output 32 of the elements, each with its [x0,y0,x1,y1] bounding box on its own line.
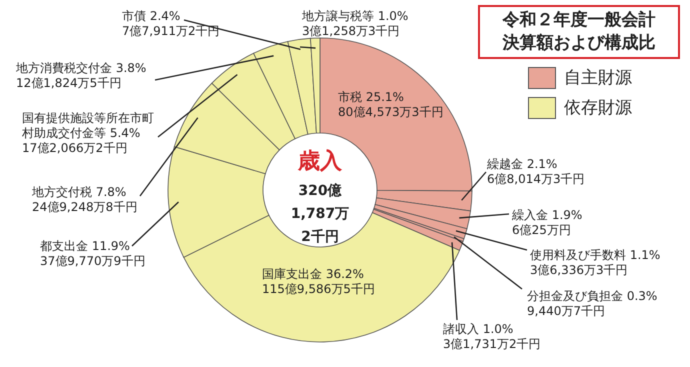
slice-label: 国庫支出金 36.2% [262,267,364,281]
slice-label: 繰越金 2.1% [486,157,558,171]
text: 37億9,770万9千円 [40,254,146,268]
text: 3億6,336万3千円 [530,263,628,277]
text: 1,787万 [290,206,350,222]
text: 115億9,586万5千円 [262,282,375,296]
slice-label: 使用料及び手数料 1.1% [530,248,660,262]
slice-label: 都支出金 11.9% [40,239,130,253]
text: 歳入 [297,149,343,174]
text: 17億2,066万2千円 [22,141,128,155]
text: 3億1,258万3千円 [302,24,400,38]
text: 2千円 [301,228,339,245]
text: 320億 [298,182,343,199]
text: 24億9,248万8千円 [32,200,138,214]
slice-label: 繰入金 1.9% [511,208,582,222]
slice-label: 分担金及び負担金 0.3% [527,289,658,303]
text: 12億1,824万5千円 [16,76,122,90]
text: 令和２年度一般会計決算額および構成比 [501,9,656,55]
slice-label: 地方譲与税等 1.0% [301,9,408,23]
slice-label: 市債 2.4% [122,9,180,23]
slice-label: 地方交付税 7.8% [31,185,126,199]
text: 3億1,731万2千円 [443,337,541,351]
text: 6億8,014万3千円 [487,172,585,186]
text: 自主財源 [564,67,632,89]
slice-label: 諸収入 1.0% [443,322,514,336]
text: 6億25万円 [512,223,571,237]
text: 依存財源 [564,97,632,119]
text: 80億4,573万3千円 [338,105,444,119]
slice-label: 地方消費税交付金 3.8% [15,61,146,75]
slice-label: 市税 25.1% [338,90,404,104]
text: 9,440万7千円 [527,304,605,318]
slice-label: 国有提供施設等所在市町村助成交付金等 5.4% [21,111,154,140]
